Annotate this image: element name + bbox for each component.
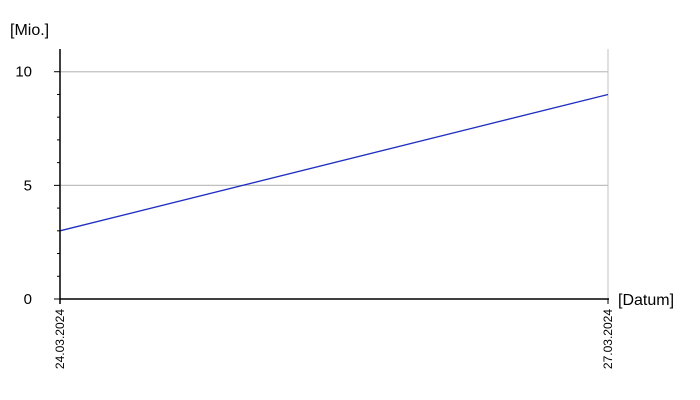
- x-tick-label: 27.03.2024: [601, 309, 615, 369]
- y-tick-label: 5: [24, 177, 32, 194]
- x-tick-labels: 24.03.2024 27.03.2024: [53, 309, 615, 369]
- x-tick-label: 24.03.2024: [53, 309, 67, 369]
- y-tick-label: 10: [15, 64, 32, 81]
- grid-lines: [60, 71, 608, 186]
- y-axis-title: [Mio.]: [10, 22, 49, 39]
- series-line: [59, 93, 609, 232]
- y-tick-label: 0: [24, 291, 32, 308]
- x-axis-title: [Datum]: [618, 292, 674, 309]
- y-tick-labels: 0 5 10: [15, 64, 32, 308]
- y-minor-ticks: [54, 71, 609, 304]
- series-lines: [59, 93, 609, 232]
